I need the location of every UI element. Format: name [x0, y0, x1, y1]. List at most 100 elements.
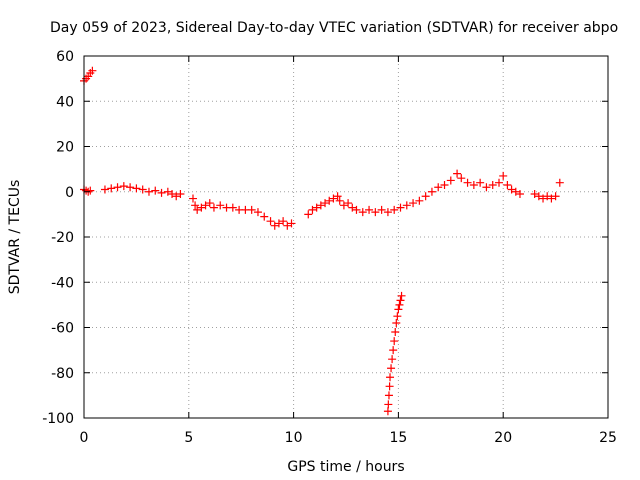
data-point [396, 296, 405, 305]
data-point [547, 194, 556, 203]
data-points [80, 66, 564, 416]
grid-lines [84, 56, 608, 418]
data-point [415, 196, 424, 205]
data-point [119, 182, 128, 191]
data-point [126, 183, 135, 192]
data-point [469, 180, 478, 189]
y-tick-label: -80 [51, 366, 74, 382]
data-point [388, 355, 397, 364]
data-point [427, 187, 436, 196]
data-point [394, 305, 403, 314]
data-point [384, 400, 393, 409]
y-tick-label: -20 [51, 230, 74, 246]
data-point [216, 201, 225, 210]
data-point [385, 382, 394, 391]
data-point [151, 186, 160, 195]
plot-frame [83, 55, 609, 419]
data-point [329, 194, 338, 203]
data-point [138, 185, 147, 194]
data-point [333, 192, 342, 201]
data-point [321, 199, 330, 208]
data-point [287, 219, 296, 228]
data-point [344, 199, 353, 208]
data-point [270, 221, 279, 230]
data-point [539, 194, 548, 203]
data-point [476, 178, 485, 187]
y-tick-label: 60 [56, 49, 74, 65]
data-point [266, 217, 275, 226]
data-point [283, 221, 292, 230]
data-point [397, 291, 406, 300]
data-point [312, 203, 321, 212]
data-point [396, 203, 405, 212]
data-point [339, 201, 348, 210]
data-point [113, 183, 122, 192]
y-tick-label: 40 [56, 94, 74, 110]
data-point [358, 208, 367, 217]
data-point [168, 190, 177, 199]
data-point [395, 300, 404, 309]
data-point [163, 187, 172, 196]
data-point [348, 203, 357, 212]
data-point [100, 185, 109, 194]
data-point [365, 205, 374, 214]
data-point [534, 192, 543, 201]
data-point [279, 217, 288, 226]
data-point [488, 180, 497, 189]
y-tick-label: 0 [65, 185, 74, 201]
x-axis-label: GPS time / hours [287, 459, 404, 475]
data-point [191, 201, 200, 210]
data-point [325, 196, 334, 205]
data-point [453, 169, 462, 178]
data-point [384, 391, 393, 400]
data-point [188, 194, 197, 203]
data-point [390, 205, 399, 214]
data-point [495, 178, 504, 187]
data-point [157, 188, 166, 197]
y-tick-label: -40 [51, 275, 74, 291]
y-tick-label: -100 [42, 411, 74, 427]
data-point [503, 180, 512, 189]
data-point [463, 178, 472, 187]
data-point [530, 190, 539, 199]
data-point [409, 199, 418, 208]
data-point [555, 178, 564, 187]
data-point [551, 192, 560, 201]
data-point [88, 66, 97, 75]
data-point [274, 219, 283, 228]
data-point [402, 201, 411, 210]
data-point [352, 205, 361, 214]
data-point [197, 203, 206, 212]
x-tick-label: 10 [285, 430, 303, 446]
data-point [86, 186, 95, 195]
y-tick-label: -60 [51, 321, 74, 337]
data-point [482, 183, 491, 192]
data-point [543, 192, 552, 201]
x-tick-label: 25 [599, 430, 617, 446]
data-point [371, 208, 380, 217]
data-point [201, 201, 210, 210]
data-point [205, 199, 214, 208]
data-point [383, 208, 392, 217]
y-axis-label: SDTVAR / TECUs [7, 180, 23, 295]
data-point [499, 171, 508, 180]
data-point [132, 184, 141, 193]
data-point [107, 184, 116, 193]
data-point [511, 187, 520, 196]
data-point [515, 190, 524, 199]
data-point [440, 180, 449, 189]
data-point [308, 205, 317, 214]
x-tick-label: 20 [494, 430, 512, 446]
data-point [304, 210, 313, 219]
x-tick-label: 15 [389, 430, 407, 446]
data-point [446, 176, 455, 185]
data-point [260, 212, 269, 221]
data-point [172, 192, 181, 201]
data-point [434, 183, 443, 192]
data-point [377, 205, 386, 214]
data-point [247, 205, 256, 214]
data-point [392, 318, 401, 327]
chart-title: Day 059 of 2023, Sidereal Day-to-day VTE… [50, 20, 618, 36]
data-point [144, 187, 153, 196]
data-point [507, 185, 516, 194]
